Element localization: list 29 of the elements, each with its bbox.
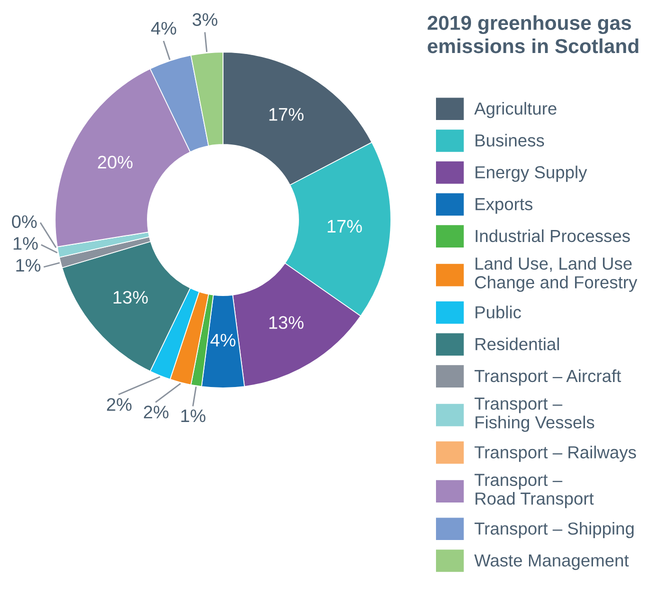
data-label: 3%	[192, 13, 218, 26]
text: 2019 greenhouse gas emissions in Scotland	[428, 15, 638, 54]
legend-label: Transport – Road Transport	[474, 474, 594, 508]
data-label: 2%	[144, 406, 168, 418]
legend-label: Land Use, Land Use Change and Forestry	[475, 256, 638, 292]
legend-label: Industrial Processes	[476, 229, 630, 242]
legend-label: Exports	[476, 198, 532, 214]
data-label: 1%	[181, 410, 206, 422]
legend-label: Energy Supply	[476, 166, 588, 182]
legend-label: Waste Management	[474, 554, 629, 570]
data-label: 17%	[269, 108, 304, 121]
data-label: 20%	[98, 156, 133, 169]
legend-label: Transport – Railways	[474, 446, 636, 462]
legend-label: Transport – Fishing Vessels	[474, 398, 594, 432]
legend-label: Agriculture	[474, 102, 556, 118]
legend-label: Business	[476, 134, 544, 147]
data-label: 2%	[107, 398, 132, 411]
text: 0%	[12, 215, 37, 228]
data-label: 17%	[328, 220, 362, 233]
legend-label: Transport – Aircraft	[474, 369, 622, 386]
data-label: 4%	[210, 334, 236, 346]
data-label: 13%	[269, 316, 304, 329]
data-label: 13%	[114, 290, 148, 304]
data-label: 1%	[14, 237, 38, 250]
legend-label: Residential	[476, 338, 559, 350]
data-label: 1%	[16, 258, 40, 272]
legend-label: Transport – Shipping	[474, 522, 634, 538]
legend-label: Public	[476, 306, 522, 318]
data-label: 4%	[151, 22, 176, 35]
